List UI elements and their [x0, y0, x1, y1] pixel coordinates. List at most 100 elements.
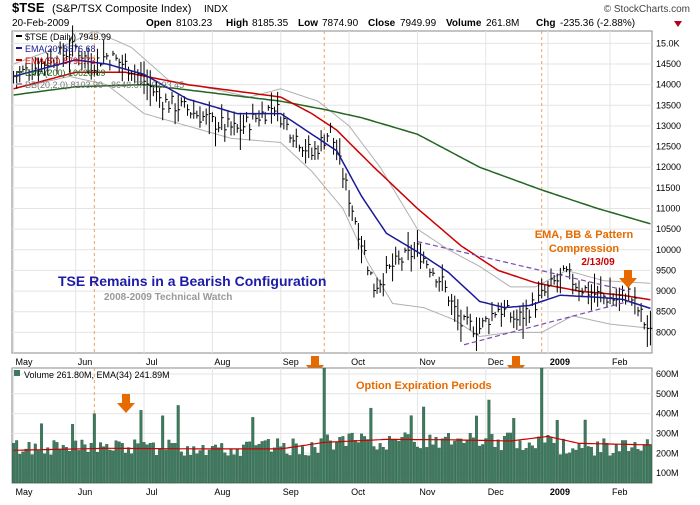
- volume-bar: [502, 436, 506, 484]
- close-label: Close: [368, 18, 396, 29]
- legend-price: $TSE (Daily) 7949.99: [25, 32, 111, 42]
- volume-bar: [338, 437, 342, 484]
- volume-tick-label: 100M: [656, 468, 679, 478]
- volume-bar: [400, 437, 404, 484]
- compression-arrow-icon: [619, 270, 637, 288]
- price-tick-label: 15.0K: [656, 38, 680, 48]
- volume-bar: [136, 443, 140, 484]
- volume-bar: [384, 449, 388, 484]
- volume-bar: [176, 405, 180, 484]
- volume-bar: [316, 452, 320, 484]
- volume-bar: [46, 447, 50, 484]
- volume-bar: [624, 440, 628, 484]
- volume-bar: [515, 448, 519, 484]
- high-value: 8185.35: [252, 18, 289, 29]
- volume-bar: [164, 449, 168, 484]
- volume-bar: [273, 447, 276, 484]
- price-tick-label: 13500: [656, 100, 681, 110]
- volume-bar: [593, 455, 596, 484]
- volume-bar: [328, 440, 332, 484]
- volume-bar: [229, 448, 233, 484]
- volume-bar: [394, 439, 398, 484]
- volume-bar: [506, 432, 509, 484]
- open-value: 8103.23: [176, 18, 213, 29]
- volume-bar: [133, 439, 137, 484]
- volume-bar: [627, 451, 631, 484]
- header-date: 20-Feb-2009: [12, 18, 70, 29]
- expiration-arrow-icon-dec: [507, 356, 525, 376]
- volume-bar: [406, 434, 410, 484]
- volume-bar: [450, 444, 454, 484]
- volume-bar: [341, 436, 345, 484]
- price-month-label: Oct: [351, 357, 366, 367]
- volume-bar: [108, 449, 112, 484]
- volume-bar: [583, 419, 587, 484]
- volume-bar: [562, 438, 565, 484]
- volume-bar: [201, 445, 205, 484]
- volume-bar: [555, 420, 559, 484]
- volume-bar: [422, 406, 426, 484]
- volume-bar: [344, 445, 348, 484]
- volume-bar: [605, 442, 609, 484]
- volume-bar: [127, 447, 130, 484]
- volume-bar: [64, 447, 68, 484]
- price-tick-label: 10500: [656, 224, 681, 234]
- low-label: Low: [298, 18, 318, 29]
- volume-bar: [266, 439, 270, 484]
- volume-bar: [120, 443, 124, 484]
- legend-bb: BB(20,2.0) 8103.90 - 8648.67 - 9193.45: [25, 80, 184, 90]
- volume-bar: [158, 448, 162, 484]
- price-month-label: Sep: [283, 357, 299, 367]
- volume-bar: [530, 445, 534, 484]
- price-tick-label: 11500: [656, 183, 680, 193]
- volume-bar: [304, 455, 308, 484]
- price-month-label: Dec: [488, 357, 505, 367]
- price-month-label: Jul: [146, 357, 158, 367]
- volume-bar: [484, 438, 488, 484]
- volume-bar: [350, 432, 354, 484]
- volume-bar: [254, 445, 258, 484]
- volume-bar: [189, 454, 193, 484]
- volume-bar: [192, 446, 196, 484]
- volume-bar: [232, 454, 236, 484]
- price-grid: [12, 31, 652, 353]
- volume-bar: [217, 447, 221, 484]
- price-tick-label: 9500: [656, 265, 676, 275]
- volume-bar: [12, 443, 16, 484]
- volume-bar: [58, 448, 62, 484]
- close-value: 7949.99: [400, 18, 437, 29]
- volume-bar: [621, 440, 624, 484]
- volume-bar: [415, 446, 419, 484]
- legend-ema50: EMA(50) 8790.73: [25, 56, 96, 66]
- expiration-arrow-icon-jun: [117, 394, 135, 413]
- volume-bar: [611, 453, 615, 484]
- volume-month-label: Aug: [214, 487, 230, 497]
- volume-bar: [558, 454, 562, 484]
- volume-month-label: Oct: [351, 487, 366, 497]
- down-triangle-icon: [674, 21, 682, 27]
- volume-bar: [419, 448, 422, 484]
- volume-bar: [360, 433, 363, 484]
- ema20-line: [13, 59, 651, 310]
- volume-bar: [117, 441, 121, 484]
- volume-bar: [636, 449, 640, 484]
- volume-bar: [142, 442, 146, 484]
- volume-bar: [589, 446, 593, 484]
- price-tick-label: 13000: [656, 121, 681, 131]
- volume-bar: [86, 451, 90, 484]
- volume-month-label: Nov: [419, 487, 436, 497]
- volume-bar: [381, 447, 385, 484]
- volume-tick-label: 300M: [656, 428, 679, 438]
- volume-bar: [571, 448, 575, 484]
- volume-bar: [207, 449, 211, 484]
- index-name: (S&P/TSX Composite Index): [52, 3, 191, 15]
- volume-bar: [71, 424, 75, 484]
- volume-bar: [30, 454, 34, 484]
- volume-bar: [437, 447, 441, 484]
- volume-bar: [220, 443, 224, 484]
- high-label: High: [226, 18, 248, 29]
- volume-bar: [537, 436, 541, 484]
- exchange: INDX: [204, 4, 228, 15]
- volume-bar: [139, 410, 143, 484]
- volume-month-label: Jul: [146, 487, 158, 497]
